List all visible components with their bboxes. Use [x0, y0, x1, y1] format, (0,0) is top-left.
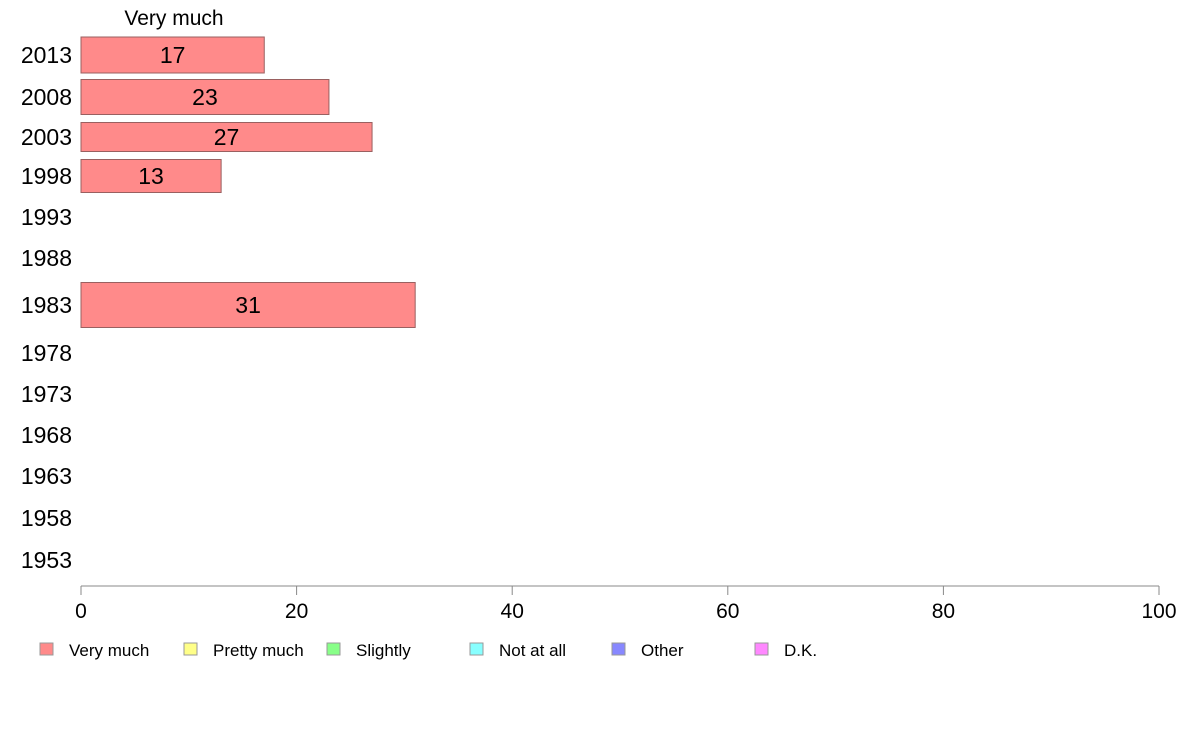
legend-label: Other — [641, 641, 684, 660]
category-label: 2008 — [21, 84, 72, 110]
bar-value-label: 17 — [160, 42, 186, 68]
category-label: 2003 — [21, 124, 72, 150]
category-label: 2013 — [21, 42, 72, 68]
legend-label: Slightly — [356, 641, 411, 660]
bar-value-label: 31 — [235, 292, 261, 318]
category-label: 1963 — [21, 463, 72, 489]
bar-value-label: 23 — [192, 84, 218, 110]
legend-swatch — [326, 642, 341, 656]
bar — [80, 122, 373, 152]
plot-area: 2013 17 2008 23 2003 27 1998 13 1993 1988 1983 31 19… — [21, 36, 416, 573]
category-label: 1998 — [21, 163, 72, 189]
bar — [80, 36, 265, 74]
column-header: Very much — [124, 7, 223, 30]
bar — [80, 159, 222, 193]
legend-label: Pretty much — [213, 641, 304, 660]
legend-swatch — [754, 642, 769, 656]
legend-label: Not at all — [499, 641, 566, 660]
x-tick-label: 60 — [716, 600, 739, 623]
legend-label: Very much — [69, 641, 149, 660]
category-label: 1973 — [21, 381, 72, 407]
x-tick-label: 40 — [501, 600, 524, 623]
legend-label: D.K. — [784, 641, 817, 660]
category-label: 1958 — [21, 505, 72, 531]
x-tick-label: 20 — [285, 600, 308, 623]
category-label: 1983 — [21, 292, 72, 318]
category-label: 1988 — [21, 245, 72, 271]
category-label: 1993 — [21, 204, 72, 230]
legend-swatch — [39, 642, 54, 656]
legend-swatch — [183, 642, 198, 656]
bar — [80, 282, 416, 328]
bar — [80, 79, 330, 115]
bar-value-label: 13 — [138, 163, 164, 189]
category-label: 1953 — [21, 547, 72, 573]
x-tick-label: 0 — [75, 600, 87, 623]
category-label: 1978 — [21, 340, 72, 366]
category-label: 1968 — [21, 422, 72, 448]
legend-swatch — [469, 642, 484, 656]
legend: Very much Pretty much Slightly Not at all Ot… — [39, 641, 817, 660]
legend-swatch — [611, 642, 626, 656]
x-tick-label: 100 — [1141, 600, 1176, 623]
bar-value-label: 27 — [214, 124, 240, 150]
x-tick-label: 80 — [932, 600, 955, 623]
x-axis: 0 20 40 60 80 100 — [75, 585, 1177, 623]
